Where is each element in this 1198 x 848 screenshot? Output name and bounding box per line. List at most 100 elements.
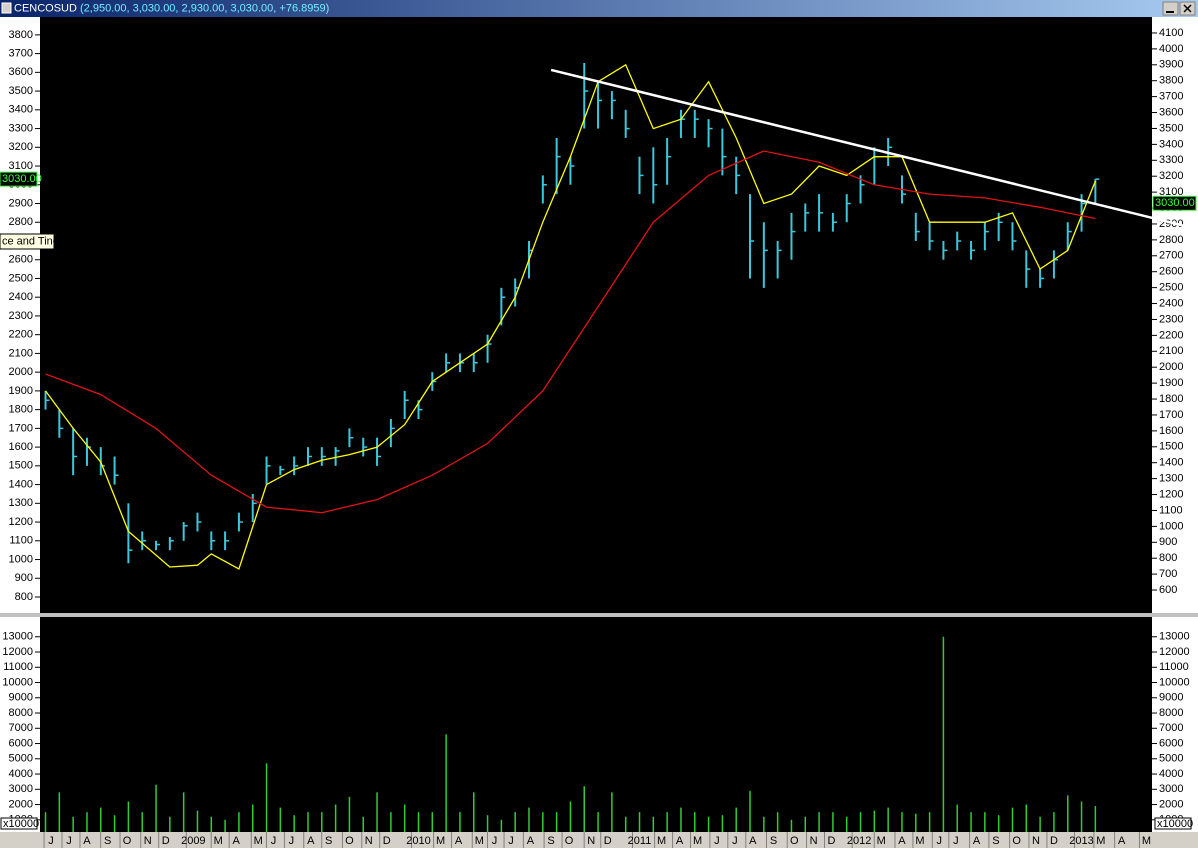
y2-tick-label: 3700	[1159, 91, 1183, 103]
x-tick-label: O	[790, 835, 799, 847]
y2-tick-label: 600	[1159, 584, 1177, 596]
volume-tick-label-left: 10000	[2, 676, 33, 688]
y-tick-label: 3100	[9, 160, 33, 172]
y-tick-label: 3200	[9, 141, 33, 153]
x-tick-label: S	[770, 835, 777, 847]
x-tick-label: 2009	[181, 835, 205, 847]
volume-tick-label-right: 10000	[1159, 676, 1190, 688]
x-tick-label: O	[1012, 835, 1021, 847]
volume-tick-label-left: 11000	[3, 661, 33, 673]
trendline	[550, 68, 1186, 228]
x-tick-label: J	[48, 835, 54, 847]
x-tick-label: D	[1050, 835, 1058, 847]
y-tick-label: 3500	[9, 85, 33, 97]
y-tick-label: 2100	[9, 347, 33, 359]
x-tick-label: A	[1118, 835, 1126, 847]
volume-tick-label-right: 8000	[1159, 707, 1183, 719]
volume-tick-label-right: 4000	[1159, 768, 1183, 780]
x-tick-label: O	[345, 835, 354, 847]
y-tick-label: 3700	[9, 48, 33, 60]
x-tick-label: N	[1032, 835, 1040, 847]
y-tick-label: 1900	[9, 385, 33, 397]
tooltip-box	[0, 233, 55, 250]
volume-tick-label-left: 4000	[9, 768, 33, 780]
y-tick-label: 2900	[9, 197, 33, 209]
y-tick-label: 1100	[9, 535, 33, 547]
volume-tick-label-left: 9000	[9, 692, 33, 704]
x-tick-label: M	[254, 835, 263, 847]
x-tick-label: J	[271, 835, 277, 847]
x-tick-label: 2012	[847, 835, 871, 847]
y2-tick-label: 1600	[1159, 425, 1183, 437]
x-tick-label: M	[475, 835, 484, 847]
y2-tick-label: 3800	[1159, 75, 1183, 87]
y-tick-label: 2400	[9, 291, 33, 303]
x-tick-label: S	[992, 835, 999, 847]
x-tick-label: A	[307, 835, 315, 847]
x-tick-label: J	[937, 835, 943, 847]
left-axis-panel	[0, 17, 40, 832]
volume-tick-label-right: 13000	[1159, 631, 1190, 643]
x-tick-label: N	[587, 835, 595, 847]
symbol: CENCOSUD	[14, 2, 77, 14]
x-tick-label: J	[492, 835, 498, 847]
y-tick-label: 1800	[9, 404, 33, 416]
y-tick-label: 1300	[9, 497, 33, 509]
y-tick-label: 2000	[9, 366, 33, 378]
multiplier-box	[1154, 817, 1192, 830]
x-tick-label: A	[676, 835, 684, 847]
y2-tick-label: 1300	[1159, 473, 1183, 485]
x-tick-label: A	[527, 835, 535, 847]
y2-tick-label: 2200	[1159, 329, 1183, 341]
x-tick-label: J	[289, 835, 295, 847]
window-icon	[1, 2, 12, 14]
date-axis-strip	[0, 832, 1198, 848]
x-tick-label: N	[810, 835, 818, 847]
minimize-button[interactable]	[1162, 1, 1179, 16]
y2-tick-label: 800	[1159, 552, 1177, 564]
x-tick-label: O	[565, 835, 574, 847]
y-tick-label: 3600	[9, 66, 33, 78]
price-marker	[1152, 195, 1197, 211]
x-tick-label: M	[657, 835, 666, 847]
moving-average-line	[45, 150, 1096, 514]
y-tick-label: 3800	[9, 29, 33, 41]
x-tick-label: D	[604, 835, 612, 847]
y2-tick-label: 2100	[1159, 345, 1183, 357]
y2-tick-label: 3300	[1159, 154, 1183, 166]
y2-tick-label: 2700	[1159, 250, 1183, 262]
y2-tick-label: 2600	[1159, 266, 1183, 278]
price-marker	[0, 171, 38, 187]
y2-tick-label: 1400	[1159, 457, 1183, 469]
y2-tick-label: 1800	[1159, 393, 1183, 405]
volume-tick-label-left: 13000	[2, 631, 33, 643]
y-tick-label: 900	[15, 572, 33, 584]
volume-tick-label-left: 5000	[9, 753, 33, 765]
y-tick-label: 800	[15, 591, 33, 603]
x-tick-label: S	[547, 835, 554, 847]
x-tick-label: A	[898, 835, 906, 847]
price-marker-label: 3030.00	[1155, 197, 1195, 209]
x-tick-label: D	[162, 835, 170, 847]
multiplier-label: x10000	[3, 818, 39, 830]
x-tick-label: M	[693, 835, 702, 847]
multiplier-box	[0, 817, 38, 830]
volume-tick-label-left: 2000	[9, 798, 33, 810]
volume-tick-label-right: 2000	[1159, 798, 1183, 810]
y-tick-label: 1000	[9, 553, 33, 565]
x-tick-label: D	[383, 835, 391, 847]
x-tick-label: M	[214, 835, 223, 847]
y2-tick-label: 1200	[1159, 488, 1183, 500]
price-plot	[44, 62, 1100, 570]
volume-tick-label-right: 5000	[1159, 753, 1183, 765]
y-tick-label: 3300	[9, 122, 33, 134]
y-tick-label: 1200	[9, 516, 33, 528]
y2-tick-label: 700	[1159, 568, 1177, 580]
y2-tick-label: 4000	[1159, 43, 1183, 55]
right-axis-panel	[1152, 17, 1198, 832]
y2-tick-label: 1100	[1159, 504, 1183, 516]
volume-tick-label-right: 6000	[1159, 737, 1183, 749]
x-tick-label: 2011	[628, 835, 652, 847]
x-tick-label: A	[232, 835, 240, 847]
